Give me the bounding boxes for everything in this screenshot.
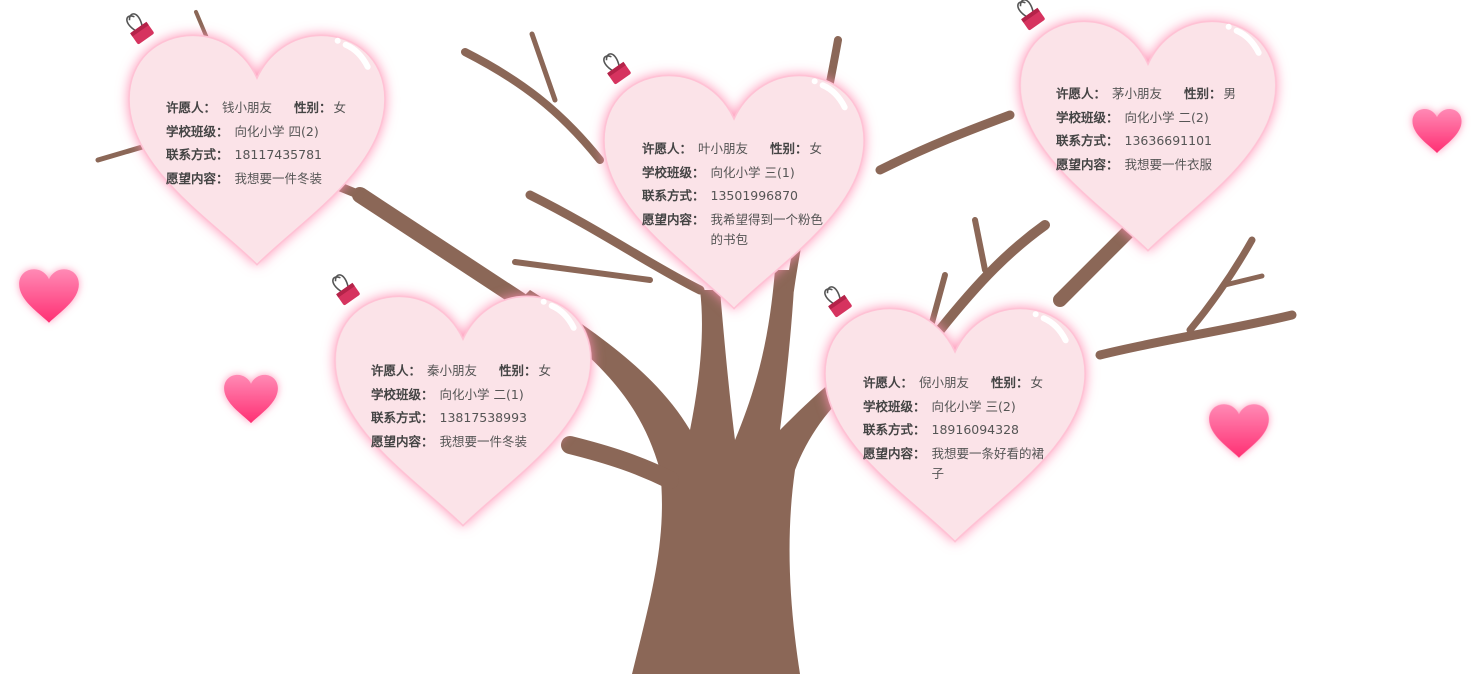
- contact-label: 联系方式：: [166, 147, 229, 162]
- class-row: 学校班级： 向化小学 二(1): [371, 383, 560, 407]
- wish-value: 我想要一件衣服: [1124, 156, 1213, 172]
- decorative-heart-icon: [19, 269, 79, 323]
- contact-value: 18916094328: [931, 422, 1019, 437]
- binder-clip-icon: [126, 13, 154, 44]
- gender-value: 女: [333, 100, 347, 115]
- wish-value: 我想要一件冬装: [234, 170, 323, 186]
- binder-clip-icon: [332, 274, 360, 305]
- wish-value: 我希望得到一个粉色的书包: [710, 211, 824, 247]
- wisher-name: 叶小朋友: [698, 141, 749, 156]
- tree-trunk: [520, 270, 888, 674]
- heart-shine-icon: [334, 37, 371, 70]
- class-value: 向化小学 二(1): [439, 386, 524, 402]
- wish-card[interactable]: 许愿人： 倪小朋友 性别： 女 学校班级： 向化小学 三(2) 联系方式： 18…: [863, 371, 1052, 484]
- gender-value: 女: [1030, 375, 1044, 390]
- gender-label: 性别：: [294, 100, 332, 115]
- wisher-row: 许愿人： 秦小朋友 性别： 女: [371, 359, 560, 383]
- gender-label: 性别：: [499, 363, 537, 378]
- wisher-name: 秦小朋友: [427, 363, 478, 378]
- wish-value: 我想要一条好看的裙子: [931, 445, 1045, 481]
- decorative-heart-icon: [1412, 109, 1462, 153]
- gender-label: 性别：: [1184, 86, 1222, 101]
- wish-card[interactable]: 许愿人： 叶小朋友 性别： 女 学校班级： 向化小学 三(1) 联系方式： 13…: [642, 137, 831, 250]
- wish-row: 愿望内容： 我想要一件冬装: [166, 167, 355, 191]
- wish-label: 愿望内容：: [642, 211, 705, 227]
- wisher-label: 许愿人：: [371, 363, 422, 378]
- wish-value: 我想要一件冬装: [439, 433, 528, 449]
- heart-shine-icon: [1225, 23, 1262, 56]
- wish-card[interactable]: 许愿人： 秦小朋友 性别： 女 学校班级： 向化小学 二(1) 联系方式： 13…: [371, 359, 560, 453]
- wish-row: 愿望内容： 我想要一件衣服: [1056, 153, 1245, 177]
- gender-label: 性别：: [770, 141, 808, 156]
- gender-label: 性别：: [991, 375, 1029, 390]
- wish-card[interactable]: 许愿人： 钱小朋友 性别： 女 学校班级： 向化小学 四(2) 联系方式： 18…: [166, 96, 355, 190]
- wisher-label: 许愿人：: [166, 100, 217, 115]
- class-label: 学校班级：: [371, 386, 434, 402]
- decorative-heart-icon: [1209, 404, 1269, 458]
- gender-value: 女: [538, 363, 552, 378]
- wisher-row: 许愿人： 钱小朋友 性别： 女: [166, 96, 355, 120]
- wish-label: 愿望内容：: [166, 170, 229, 186]
- contact-row: 联系方式： 13636691101: [1056, 129, 1245, 153]
- contact-row: 联系方式： 13501996870: [642, 184, 831, 208]
- class-label: 学校班级：: [863, 398, 926, 414]
- class-row: 学校班级： 向化小学 三(1): [642, 161, 831, 185]
- binder-clip-icon: [824, 286, 852, 317]
- contact-label: 联系方式：: [371, 410, 434, 425]
- contact-value: 18117435781: [234, 147, 322, 162]
- wish-row: 愿望内容： 我想要一件冬装: [371, 430, 560, 454]
- contact-value: 13501996870: [710, 188, 798, 203]
- binder-clip-icon: [1017, 0, 1045, 30]
- contact-row: 联系方式： 13817538993: [371, 406, 560, 430]
- class-value: 向化小学 四(2): [234, 123, 319, 139]
- contact-value: 13636691101: [1124, 133, 1212, 148]
- wisher-label: 许愿人：: [642, 141, 693, 156]
- class-row: 学校班级： 向化小学 三(2): [863, 395, 1052, 419]
- wish-label: 愿望内容：: [371, 433, 434, 449]
- contact-row: 联系方式： 18117435781: [166, 143, 355, 167]
- gender-value: 男: [1223, 86, 1237, 101]
- wisher-name: 茅小朋友: [1112, 86, 1163, 101]
- decorative-heart-icon: [224, 374, 278, 424]
- class-row: 学校班级： 向化小学 四(2): [166, 120, 355, 144]
- class-label: 学校班级：: [166, 123, 229, 139]
- wisher-label: 许愿人：: [1056, 86, 1107, 101]
- wish-label: 愿望内容：: [863, 445, 926, 461]
- binder-clip-icon: [603, 53, 631, 84]
- wish-label: 愿望内容：: [1056, 156, 1119, 172]
- contact-value: 13817538993: [439, 410, 527, 425]
- class-value: 向化小学 三(1): [710, 164, 795, 180]
- wish-row: 愿望内容： 我希望得到一个粉色的书包: [642, 208, 831, 250]
- gender-value: 女: [809, 141, 823, 156]
- wisher-label: 许愿人：: [863, 375, 914, 390]
- contact-label: 联系方式：: [642, 188, 705, 203]
- contact-label: 联系方式：: [863, 422, 926, 437]
- contact-row: 联系方式： 18916094328: [863, 418, 1052, 442]
- class-label: 学校班级：: [1056, 109, 1119, 125]
- class-label: 学校班级：: [642, 164, 705, 180]
- heart-shine-icon: [811, 78, 848, 111]
- wisher-row: 许愿人： 倪小朋友 性别： 女: [863, 371, 1052, 395]
- wisher-name: 倪小朋友: [919, 375, 970, 390]
- heart-shine-icon: [540, 298, 577, 331]
- contact-label: 联系方式：: [1056, 133, 1119, 148]
- class-value: 向化小学 三(2): [931, 398, 1016, 414]
- wisher-name: 钱小朋友: [222, 100, 273, 115]
- heart-shine-icon: [1032, 311, 1069, 344]
- wish-card[interactable]: 许愿人： 茅小朋友 性别： 男 学校班级： 向化小学 二(2) 联系方式： 13…: [1056, 82, 1245, 176]
- class-value: 向化小学 二(2): [1124, 109, 1209, 125]
- wisher-row: 许愿人： 叶小朋友 性别： 女: [642, 137, 831, 161]
- wish-row: 愿望内容： 我想要一条好看的裙子: [863, 442, 1052, 484]
- class-row: 学校班级： 向化小学 二(2): [1056, 106, 1245, 130]
- wisher-row: 许愿人： 茅小朋友 性别： 男: [1056, 82, 1245, 106]
